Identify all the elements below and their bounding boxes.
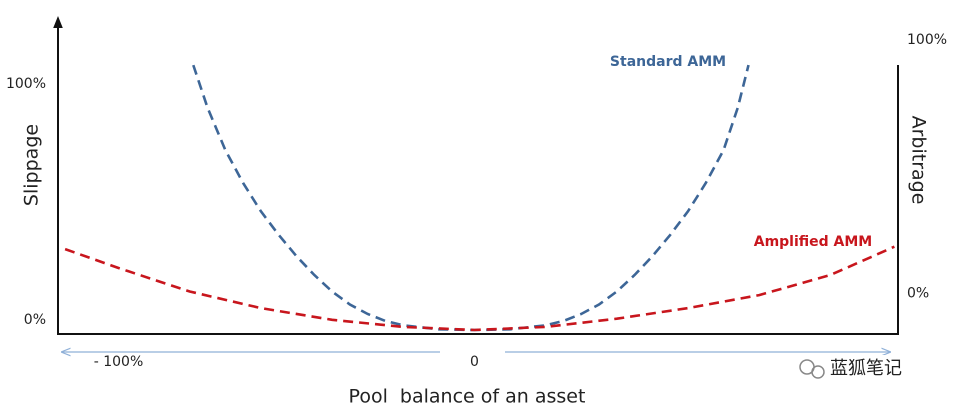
series-line (192, 64, 750, 332)
watermark-icon (811, 365, 825, 379)
x-tick-label: - 100% (94, 354, 144, 370)
y2-tick-label: 0% (907, 285, 929, 301)
watermark: 蓝狐笔记 (795, 355, 930, 383)
series-label: Standard AMM (610, 54, 726, 70)
x-axis-label: Pool balance of an asset (349, 386, 586, 408)
x-tick-label: 0 (470, 354, 479, 370)
y-tick-label: 100% (6, 76, 46, 92)
watermark-text: 蓝狐笔记 (830, 358, 902, 379)
series-label: Amplified AMM (754, 234, 873, 250)
series-line (64, 245, 895, 332)
y-tick-label: 0% (24, 312, 46, 328)
y2-tick-label: 100% (907, 32, 947, 48)
y-axis-label: Slippage (21, 124, 43, 206)
y2-axis-label: Arbitrage (908, 116, 930, 205)
